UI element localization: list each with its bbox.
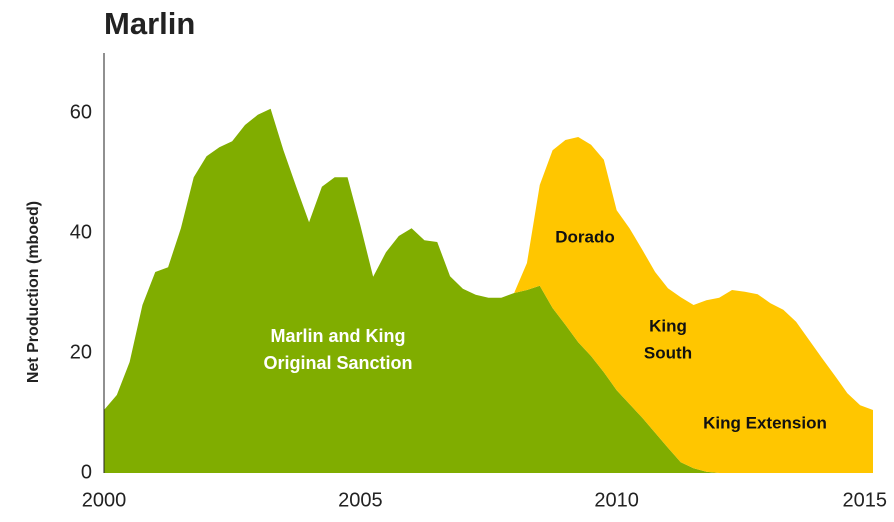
- area: [104, 108, 873, 474]
- y-tick-label: 40: [70, 221, 92, 243]
- annotation: South: [644, 343, 692, 362]
- x-tick-label: 2005: [338, 489, 383, 511]
- x-tick-label: 2000: [82, 489, 127, 511]
- annotation: Original Sanction: [263, 353, 412, 373]
- area: [104, 108, 873, 474]
- y-tick-label: 20: [70, 341, 92, 363]
- chart-title: Marlin: [104, 6, 195, 41]
- annotation: Marlin and King: [271, 326, 406, 346]
- annotation: Dorado: [555, 227, 615, 246]
- y-tick-label: 60: [70, 101, 92, 123]
- annotation: King Extension: [703, 413, 827, 432]
- y-axis-label: Net Production (mboed): [25, 201, 42, 383]
- y-tick-label: 0: [81, 461, 92, 483]
- x-tick-label: 2010: [594, 489, 639, 511]
- annotation: King: [649, 316, 687, 335]
- x-tick-label: 2015: [843, 489, 888, 511]
